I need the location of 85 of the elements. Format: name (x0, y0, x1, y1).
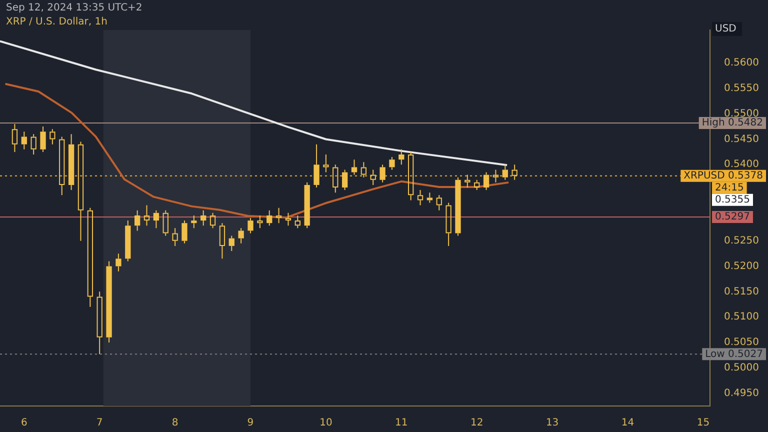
candlestick (332, 164, 338, 194)
candlestick (21, 131, 27, 150)
candlestick (96, 291, 102, 355)
x-tick-label: 7 (96, 418, 103, 429)
x-tick-label: 12 (470, 418, 484, 429)
y-tick-label: 0.5200 (724, 260, 759, 272)
candlestick (12, 124, 18, 152)
y-tick-label: 0.5000 (724, 362, 759, 374)
candlestick (502, 164, 508, 180)
candlestick (191, 214, 197, 229)
candlestick (30, 134, 36, 155)
candlestick (116, 253, 122, 272)
text: 0.5355 (715, 194, 750, 206)
candlestick (351, 159, 358, 176)
x-tick-label: 14 (621, 418, 634, 429)
candlestick (314, 144, 320, 188)
candlestick (200, 210, 206, 226)
candlestick (483, 172, 490, 191)
candlestick (380, 164, 386, 183)
candlestick (50, 128, 56, 145)
candlestick (512, 164, 518, 180)
candlestick (474, 179, 480, 191)
chart-title: XRP / U.S. Dollar, 1h (6, 16, 108, 28)
candlestick (370, 169, 376, 186)
candlestick (162, 210, 168, 236)
y-tick-label: 0.5500 (724, 108, 759, 120)
x-tick-label: 10 (320, 418, 332, 429)
candlestick (134, 210, 140, 232)
candlestick (360, 162, 367, 178)
y-tick-label: 0.5400 (724, 159, 759, 170)
x-tick-label: 15 (696, 418, 710, 429)
candlestick (59, 136, 65, 196)
candlestick (492, 169, 499, 183)
candlestick (455, 176, 461, 236)
candlestick (408, 151, 414, 201)
candlestick (172, 228, 178, 246)
candlestick (219, 222, 226, 260)
y-tick-label: 0.5100 (724, 312, 759, 323)
x-tick-label: 6 (20, 418, 28, 429)
ref-line-label: High 0.5482 (702, 118, 764, 129)
ref-line-label: Low 0.5027 (705, 348, 764, 360)
candlestick (285, 212, 292, 226)
candlestick (398, 148, 404, 166)
y-tick-label: 0.5050 (724, 337, 759, 348)
candlestick (228, 235, 234, 252)
text: 24:15 (715, 182, 744, 194)
y-tick-label: 0.4950 (724, 388, 759, 399)
candlestick (68, 134, 74, 191)
candlestick (248, 218, 254, 234)
candlestick (266, 210, 272, 226)
candlestick (125, 220, 131, 262)
candlestick (144, 204, 150, 226)
candlestick (342, 169, 348, 191)
candlestick (78, 141, 84, 242)
candlestick (389, 156, 395, 170)
x-tick-label: 8 (172, 418, 178, 429)
candlestick (294, 214, 300, 229)
candlestick (106, 260, 112, 343)
x-tick-label: 11 (395, 418, 408, 429)
candlestick (446, 202, 452, 246)
candlestick (182, 220, 188, 244)
candlestick (153, 210, 160, 229)
candlestick (238, 228, 244, 244)
text: Sep 12, 2024 13:35 UTC+2 (6, 2, 142, 14)
x-tick-label: 13 (546, 418, 559, 429)
y-tick-label: 0.5450 (724, 134, 759, 145)
ref-line-label: 0.5297 (715, 212, 750, 223)
ref-line-label: XRPUSD 0.5378 (684, 170, 764, 182)
candlestick (87, 207, 93, 308)
y-tick-label: 0.5150 (724, 286, 759, 298)
x-tick-label: 9 (247, 418, 254, 429)
candlestick (464, 174, 470, 188)
candlestick (304, 182, 310, 229)
candlestick (276, 207, 282, 224)
y-tick-label: 0.5250 (724, 235, 759, 246)
candlestick (417, 190, 424, 206)
candlestick (436, 194, 442, 211)
y-axis-title: USD (715, 24, 737, 35)
candlestick (40, 126, 46, 152)
candlestick (323, 154, 329, 173)
y-tick-label: 0.5600 (724, 58, 759, 69)
candlestick (257, 214, 263, 229)
candlestick (210, 212, 216, 229)
candlestick (426, 192, 433, 204)
y-tick-label: 0.5550 (724, 83, 759, 94)
